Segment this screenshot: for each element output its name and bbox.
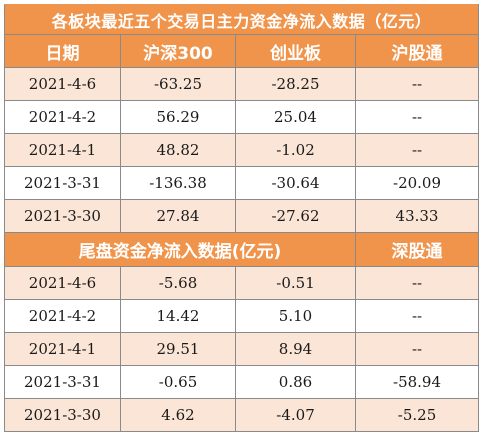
header-hs300: 沪深300 bbox=[120, 34, 236, 69]
table-row: 2021-4-2 56.29 25.04 -- bbox=[4, 100, 480, 135]
cell-chinext: 25.04 bbox=[235, 100, 356, 135]
cell-connect: -- bbox=[354, 298, 480, 333]
cell-connect: -- bbox=[354, 67, 480, 102]
cell-date: 2021-4-2 bbox=[4, 100, 121, 135]
header-sh-connect: 沪股通 bbox=[354, 34, 480, 69]
cell-connect: -58.94 bbox=[354, 364, 480, 399]
cell-hs300: 56.29 bbox=[120, 100, 236, 135]
column-header-row: 日期 沪深300 创业板 沪股通 bbox=[4, 34, 480, 69]
cell-chinext: -1.02 bbox=[235, 133, 356, 168]
header-chinext: 创业板 bbox=[235, 34, 356, 69]
cell-hs300: 29.51 bbox=[120, 331, 236, 366]
cell-date: 2021-4-1 bbox=[4, 331, 121, 366]
table-row: 2021-3-30 4.62 -4.07 -5.25 bbox=[4, 397, 480, 433]
cell-hs300: 4.62 bbox=[120, 397, 236, 433]
section-header-row: 尾盘资金净流入数据(亿元) 深股通 bbox=[4, 232, 480, 267]
cell-chinext: -4.07 bbox=[235, 397, 356, 433]
cell-chinext: -0.51 bbox=[235, 265, 356, 300]
cell-hs300: 27.84 bbox=[120, 199, 236, 234]
cell-connect: -- bbox=[354, 133, 480, 168]
header-date: 日期 bbox=[4, 34, 121, 69]
cell-chinext: -27.62 bbox=[235, 199, 356, 234]
cell-date: 2021-3-30 bbox=[4, 397, 121, 433]
table-row: 2021-3-31 -0.65 0.86 -58.94 bbox=[4, 364, 480, 399]
cell-date: 2021-4-1 bbox=[4, 133, 121, 168]
cell-date: 2021-4-6 bbox=[4, 265, 121, 300]
cell-chinext: 0.86 bbox=[235, 364, 356, 399]
table-row: 2021-4-6 -63.25 -28.25 -- bbox=[4, 67, 480, 102]
cell-connect: -- bbox=[354, 331, 480, 366]
cell-hs300: 14.42 bbox=[120, 298, 236, 333]
cell-date: 2021-4-6 bbox=[4, 67, 121, 102]
cell-connect: -5.25 bbox=[354, 397, 480, 433]
table-row: 2021-3-31 -136.38 -30.64 -20.09 bbox=[4, 166, 480, 201]
cell-date: 2021-4-2 bbox=[4, 298, 121, 333]
cell-connect: -20.09 bbox=[354, 166, 480, 201]
capital-flow-table: 各板块最近五个交易日主力资金净流入数据（亿元） 日期 沪深300 创业板 沪股通… bbox=[3, 3, 480, 433]
table-row: 2021-4-6 -5.68 -0.51 -- bbox=[4, 265, 480, 300]
table-row: 2021-4-1 48.82 -1.02 -- bbox=[4, 133, 480, 168]
cell-date: 2021-3-30 bbox=[4, 199, 121, 234]
cell-chinext: -28.25 bbox=[235, 67, 356, 102]
cell-chinext: -30.64 bbox=[235, 166, 356, 201]
cell-connect: -- bbox=[354, 100, 480, 135]
table-title-row: 各板块最近五个交易日主力资金净流入数据（亿元） bbox=[3, 3, 480, 36]
cell-hs300: -136.38 bbox=[120, 166, 236, 201]
cell-connect: -- bbox=[354, 265, 480, 300]
cell-chinext: 8.94 bbox=[235, 331, 356, 366]
cell-date: 2021-3-31 bbox=[4, 364, 121, 399]
header-sz-connect: 深股通 bbox=[354, 232, 480, 267]
cell-hs300: 48.82 bbox=[120, 133, 236, 168]
table-row: 2021-4-1 29.51 8.94 -- bbox=[4, 331, 480, 366]
cell-hs300: -5.68 bbox=[120, 265, 236, 300]
table-row: 2021-3-30 27.84 -27.62 43.33 bbox=[4, 199, 480, 234]
table-row: 2021-4-2 14.42 5.10 -- bbox=[4, 298, 480, 333]
cell-connect: 43.33 bbox=[354, 199, 480, 234]
cell-hs300: -63.25 bbox=[120, 67, 236, 102]
section-title-tail-flow: 尾盘资金净流入数据(亿元) bbox=[4, 232, 356, 267]
cell-hs300: -0.65 bbox=[120, 364, 236, 399]
table-title: 各板块最近五个交易日主力资金净流入数据（亿元） bbox=[3, 3, 480, 36]
cell-chinext: 5.10 bbox=[235, 298, 356, 333]
cell-date: 2021-3-31 bbox=[4, 166, 121, 201]
